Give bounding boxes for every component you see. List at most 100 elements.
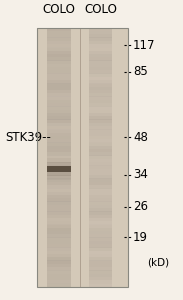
Bar (89, 280, 112, 284)
Bar (89, 47, 112, 51)
Bar (47, 80, 71, 84)
Bar (47, 195, 71, 198)
Bar (89, 192, 112, 195)
Bar (89, 159, 112, 162)
Bar (47, 162, 71, 167)
Bar (89, 93, 112, 97)
Bar (47, 250, 71, 254)
Bar (47, 201, 71, 205)
Bar (47, 83, 71, 87)
Bar (89, 284, 112, 287)
Bar (47, 247, 71, 251)
Bar (89, 260, 112, 264)
Bar (47, 38, 71, 41)
Bar (89, 28, 112, 287)
Text: COLO: COLO (43, 3, 76, 16)
Bar (47, 192, 71, 195)
Bar (47, 218, 71, 221)
Bar (47, 205, 71, 208)
Bar (89, 129, 112, 133)
Bar (89, 119, 112, 123)
Bar (89, 54, 112, 57)
Bar (89, 106, 112, 110)
Bar (47, 228, 71, 231)
Bar (89, 80, 112, 84)
Bar (89, 169, 112, 172)
Bar (47, 149, 71, 152)
Bar (47, 280, 71, 284)
Bar (47, 169, 71, 172)
Bar (47, 188, 71, 192)
Bar (47, 158, 71, 163)
Bar (47, 257, 71, 261)
Text: COLO: COLO (84, 3, 117, 16)
Bar (89, 274, 112, 277)
Bar (47, 270, 71, 274)
Bar (47, 277, 71, 281)
Bar (47, 260, 71, 264)
Bar (47, 123, 71, 126)
Bar (89, 241, 112, 244)
Bar (89, 103, 112, 106)
Bar (89, 133, 112, 136)
Bar (89, 70, 112, 74)
Bar (47, 41, 71, 44)
Bar (89, 57, 112, 61)
Bar (47, 28, 71, 31)
Bar (47, 57, 71, 61)
Bar (47, 244, 71, 247)
Bar (47, 221, 71, 225)
Bar (89, 267, 112, 271)
Bar (89, 165, 112, 169)
Bar (89, 277, 112, 281)
Bar (47, 116, 71, 120)
Bar (89, 250, 112, 254)
Bar (47, 96, 71, 100)
Bar (47, 254, 71, 257)
Bar (47, 142, 71, 146)
Text: 34: 34 (133, 168, 148, 182)
Bar (47, 159, 71, 162)
Bar (89, 142, 112, 146)
Bar (89, 41, 112, 44)
Bar (47, 67, 71, 70)
Bar (89, 244, 112, 247)
Bar (47, 172, 71, 175)
Bar (47, 214, 71, 218)
Bar (47, 113, 71, 116)
Bar (47, 175, 71, 180)
Bar (89, 198, 112, 202)
Bar (89, 270, 112, 274)
Bar (47, 211, 71, 215)
Bar (47, 264, 71, 267)
Bar (47, 90, 71, 93)
Bar (89, 224, 112, 228)
Bar (89, 205, 112, 208)
Bar (47, 70, 71, 74)
Bar (89, 136, 112, 140)
Bar (89, 149, 112, 152)
Bar (89, 31, 112, 34)
Bar (89, 96, 112, 100)
Bar (89, 110, 112, 113)
Bar (89, 201, 112, 205)
Text: 48: 48 (133, 130, 148, 143)
Text: STK39--: STK39-- (5, 130, 51, 143)
Bar (47, 167, 71, 172)
Bar (47, 175, 71, 179)
Bar (47, 208, 71, 211)
Bar (89, 113, 112, 116)
Bar (47, 60, 71, 64)
Bar (47, 139, 71, 142)
Bar (47, 182, 71, 185)
Bar (47, 241, 71, 244)
Text: 117: 117 (133, 39, 155, 52)
Bar (47, 198, 71, 202)
Bar (47, 133, 71, 136)
Bar (47, 54, 71, 57)
Bar (47, 284, 71, 287)
Bar (89, 34, 112, 38)
Bar (47, 50, 71, 54)
Bar (89, 214, 112, 218)
Bar (47, 238, 71, 241)
